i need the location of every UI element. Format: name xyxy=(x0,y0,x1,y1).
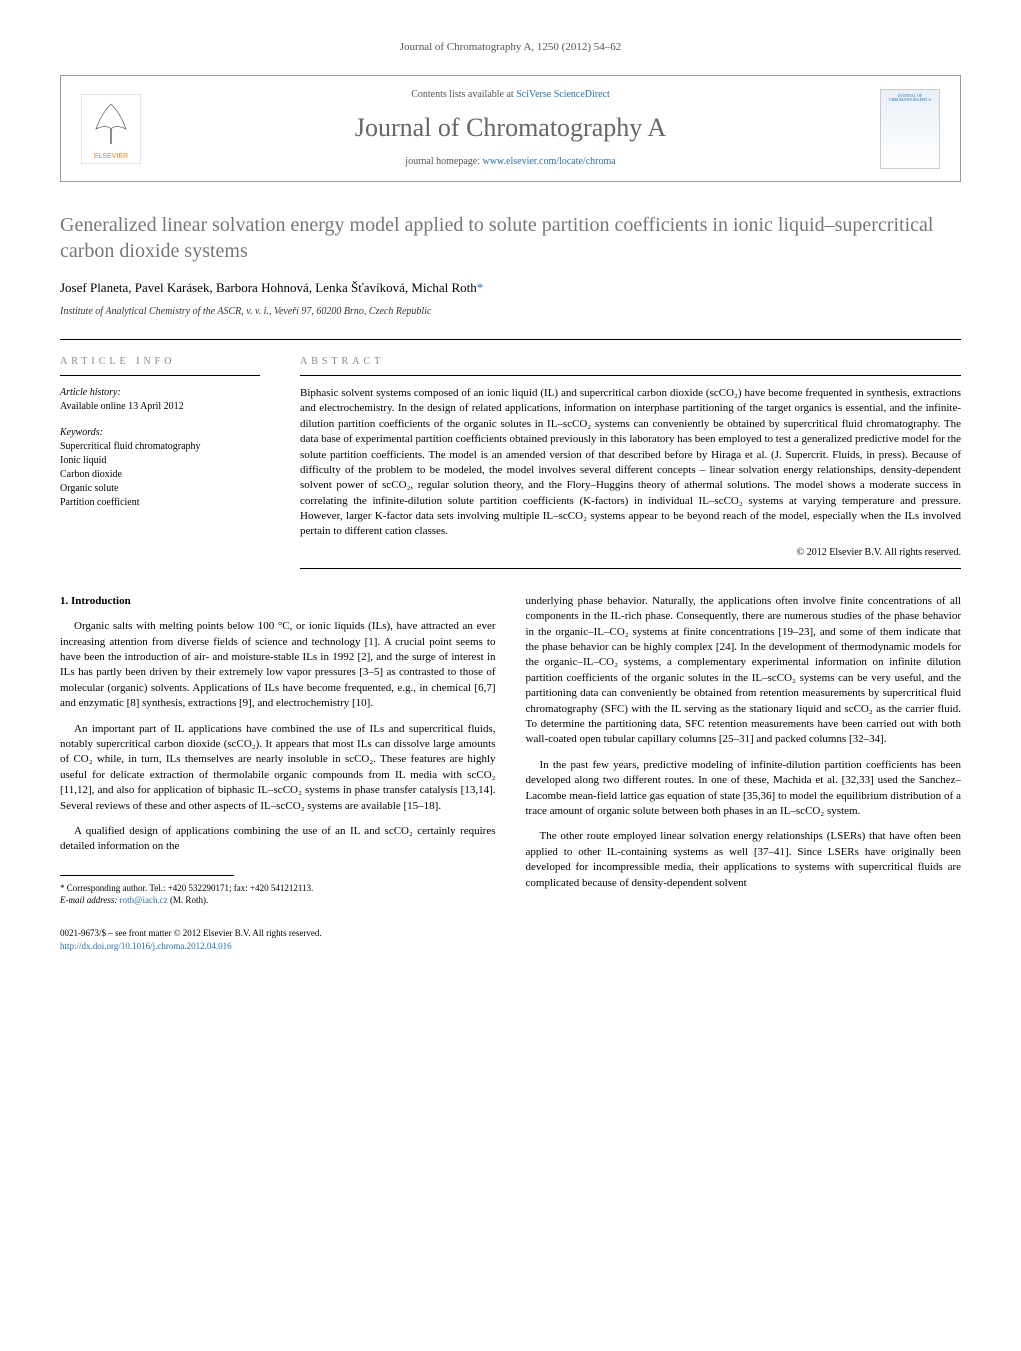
history-label: Article history: xyxy=(60,386,260,400)
body-paragraph: underlying phase behavior. Naturally, th… xyxy=(526,594,962,748)
left-column: 1. Introduction Organic salts with melti… xyxy=(60,594,496,952)
abstract-heading: ABSTRACT xyxy=(300,355,961,376)
contents-available-line: Contents lists available at SciVerse Sci… xyxy=(161,88,860,102)
info-abstract-row: ARTICLE INFO Article history: Available … xyxy=(60,339,961,569)
svg-text:ELSEVIER: ELSEVIER xyxy=(94,153,128,160)
footer-info: 0021-9673/$ – see front matter © 2012 El… xyxy=(60,927,496,952)
keywords-label: Keywords: xyxy=(60,426,260,440)
corresponding-mark: * xyxy=(477,280,484,295)
footnote-separator xyxy=(60,875,234,876)
journal-name: Journal of Chromatography A xyxy=(161,110,860,146)
affiliation: Institute of Analytical Chemistry of the… xyxy=(60,305,961,319)
issn-line: 0021-9673/$ – see front matter © 2012 El… xyxy=(60,927,496,940)
body-paragraph: A qualified design of applications combi… xyxy=(60,824,496,855)
abstract-block: ABSTRACT Biphasic solvent systems compos… xyxy=(300,355,961,569)
history-text: Available online 13 April 2012 xyxy=(60,400,260,414)
journal-ref-text: Journal of Chromatography A, 1250 (2012)… xyxy=(400,41,622,53)
body-paragraph: An important part of IL applications hav… xyxy=(60,722,496,814)
article-info-block: ARTICLE INFO Article history: Available … xyxy=(60,355,260,569)
article-title: Generalized linear solvation energy mode… xyxy=(60,212,961,264)
journal-homepage-link[interactable]: www.elsevier.com/locate/chroma xyxy=(483,156,616,167)
authors-line: Josef Planeta, Pavel Karásek, Barbora Ho… xyxy=(60,279,961,297)
body-paragraph: In the past few years, predictive modeli… xyxy=(526,758,962,820)
publisher-logo: ELSEVIER xyxy=(81,94,141,164)
body-columns: 1. Introduction Organic salts with melti… xyxy=(60,594,961,952)
publisher-header-box: ELSEVIER Contents lists available at Sci… xyxy=(60,75,961,181)
body-paragraph: Organic salts with melting points below … xyxy=(60,619,496,711)
keyword: Ionic liquid xyxy=(60,454,260,468)
abstract-copyright: © 2012 Elsevier B.V. All rights reserved… xyxy=(300,546,961,560)
journal-reference-header: Journal of Chromatography A, 1250 (2012)… xyxy=(60,40,961,55)
abstract-text: Biphasic solvent systems composed of an … xyxy=(300,386,961,540)
keyword: Organic solute xyxy=(60,482,260,496)
keyword: Partition coefficient xyxy=(60,496,260,510)
keyword: Supercritical fluid chromatography xyxy=(60,440,260,454)
keyword: Carbon dioxide xyxy=(60,468,260,482)
doi-link[interactable]: http://dx.doi.org/10.1016/j.chroma.2012.… xyxy=(60,941,232,951)
article-info-heading: ARTICLE INFO xyxy=(60,355,260,376)
abstract-bottom-rule xyxy=(300,568,961,569)
body-paragraph: The other route employed linear solvatio… xyxy=(526,829,962,891)
sciencedirect-link[interactable]: SciVerse ScienceDirect xyxy=(516,89,610,100)
right-column: underlying phase behavior. Naturally, th… xyxy=(526,594,962,952)
header-center: Contents lists available at SciVerse Sci… xyxy=(161,88,860,168)
corresponding-email-link[interactable]: roth@iach.cz xyxy=(120,895,168,905)
corresponding-footnote: * Corresponding author. Tel.: +420 53229… xyxy=(60,882,496,907)
journal-cover-thumbnail: JOURNAL OFCHROMATOGRAPHY A xyxy=(880,89,940,169)
elsevier-tree-icon: ELSEVIER xyxy=(81,94,141,164)
section-1-heading: 1. Introduction xyxy=(60,594,496,609)
journal-homepage-line: journal homepage: www.elsevier.com/locat… xyxy=(161,155,860,169)
